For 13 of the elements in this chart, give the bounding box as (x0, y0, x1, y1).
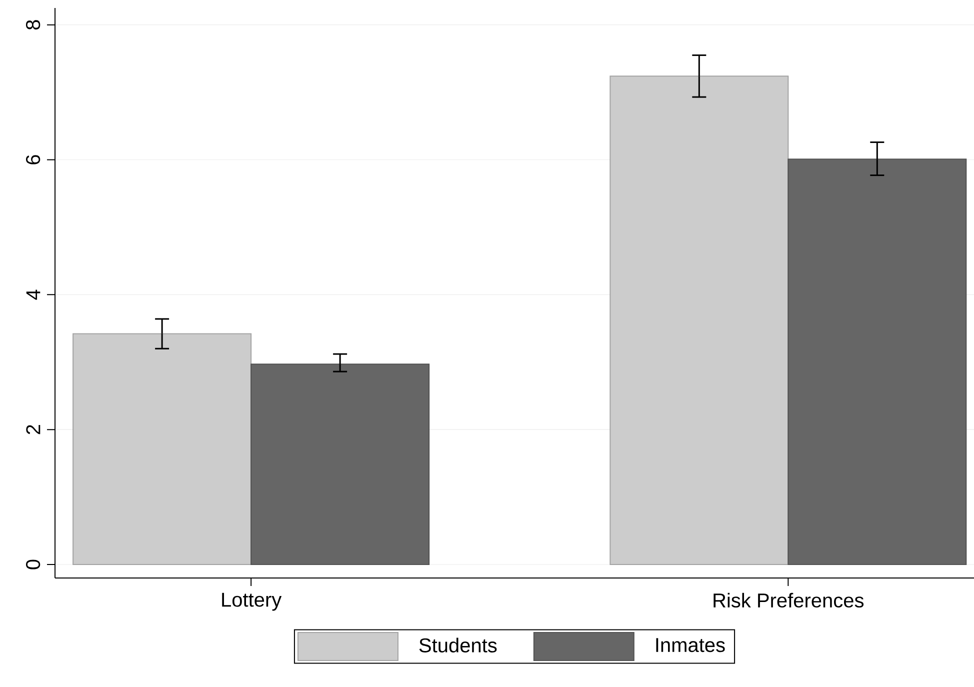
y-tick-label: 0 (26, 560, 40, 570)
bar (250, 364, 430, 565)
x-tick-label: Lottery (222, 592, 282, 611)
y-tick-label: 2 (26, 425, 40, 434)
y-tick-label: 6 (26, 155, 40, 164)
bar (788, 158, 967, 565)
y-tick-label: 4 (26, 290, 40, 300)
bar (72, 333, 252, 565)
x-tick-label: Risk Preferences (714, 592, 864, 608)
legend-label: Students (419, 638, 497, 652)
bar (610, 76, 789, 565)
y-tick-label: 8 (26, 20, 40, 30)
legend-label: Inmates (656, 638, 725, 652)
